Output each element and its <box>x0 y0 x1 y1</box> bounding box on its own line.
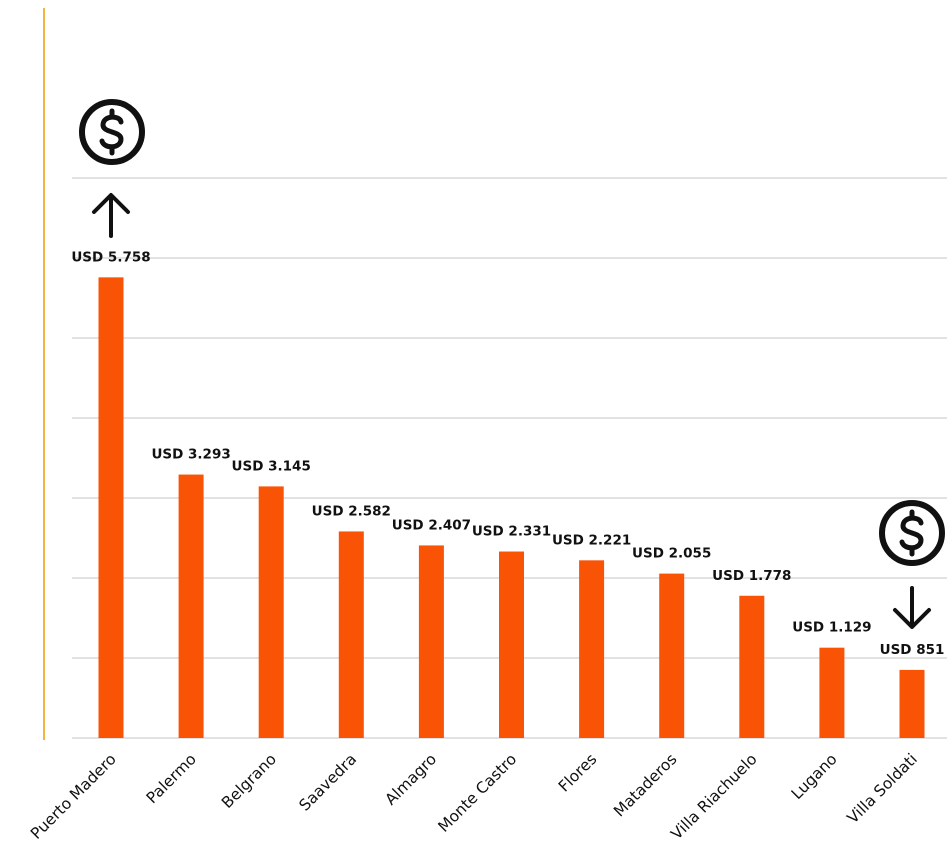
bar <box>499 551 524 738</box>
bar <box>579 560 605 738</box>
data-label: USD 2.407 <box>392 517 471 533</box>
data-label: USD 3.293 <box>151 447 230 463</box>
category-label: Palermo <box>143 750 200 807</box>
bar <box>899 669 925 738</box>
data-label: USD 3.145 <box>232 458 311 474</box>
bar <box>98 277 124 738</box>
bar <box>819 647 845 738</box>
bar <box>338 531 364 738</box>
category-label: Mataderos <box>610 750 680 820</box>
bars <box>98 277 925 738</box>
data-label: USD 2.055 <box>632 546 711 562</box>
category-label: Villa Riachuelo <box>668 750 761 843</box>
category-label: Monte Castro <box>435 750 521 836</box>
bar <box>659 573 685 738</box>
data-label: USD 2.582 <box>312 503 391 519</box>
arrow-down-icon <box>893 586 931 629</box>
category-label: Lugano <box>788 750 841 803</box>
arrow-up-icon <box>92 193 130 238</box>
gridlines <box>72 177 947 739</box>
category-label: Almagro <box>382 750 441 809</box>
data-label: USD 2.331 <box>472 524 551 540</box>
data-label: USD 1.129 <box>792 620 871 636</box>
bar <box>418 545 444 738</box>
data-label: USD 5.758 <box>71 249 150 265</box>
category-label: Belgrano <box>218 750 280 812</box>
category-label: Villa Soldati <box>844 750 921 827</box>
bar <box>178 474 204 738</box>
bar <box>739 595 765 738</box>
category-label: Puerto Madero <box>27 750 120 843</box>
dollar-icon <box>79 99 145 165</box>
data-label: USD 1.778 <box>712 568 791 584</box>
category-label: Flores <box>555 750 601 796</box>
data-label: USD 851 <box>880 642 945 658</box>
dollar-icon <box>879 500 945 566</box>
bar <box>258 486 284 738</box>
category-label: Saavedra <box>296 750 361 815</box>
category-labels: Puerto Madero Palermo Belgrano Saavedra Alma… <box>27 750 921 843</box>
data-label: USD 2.221 <box>552 532 631 548</box>
